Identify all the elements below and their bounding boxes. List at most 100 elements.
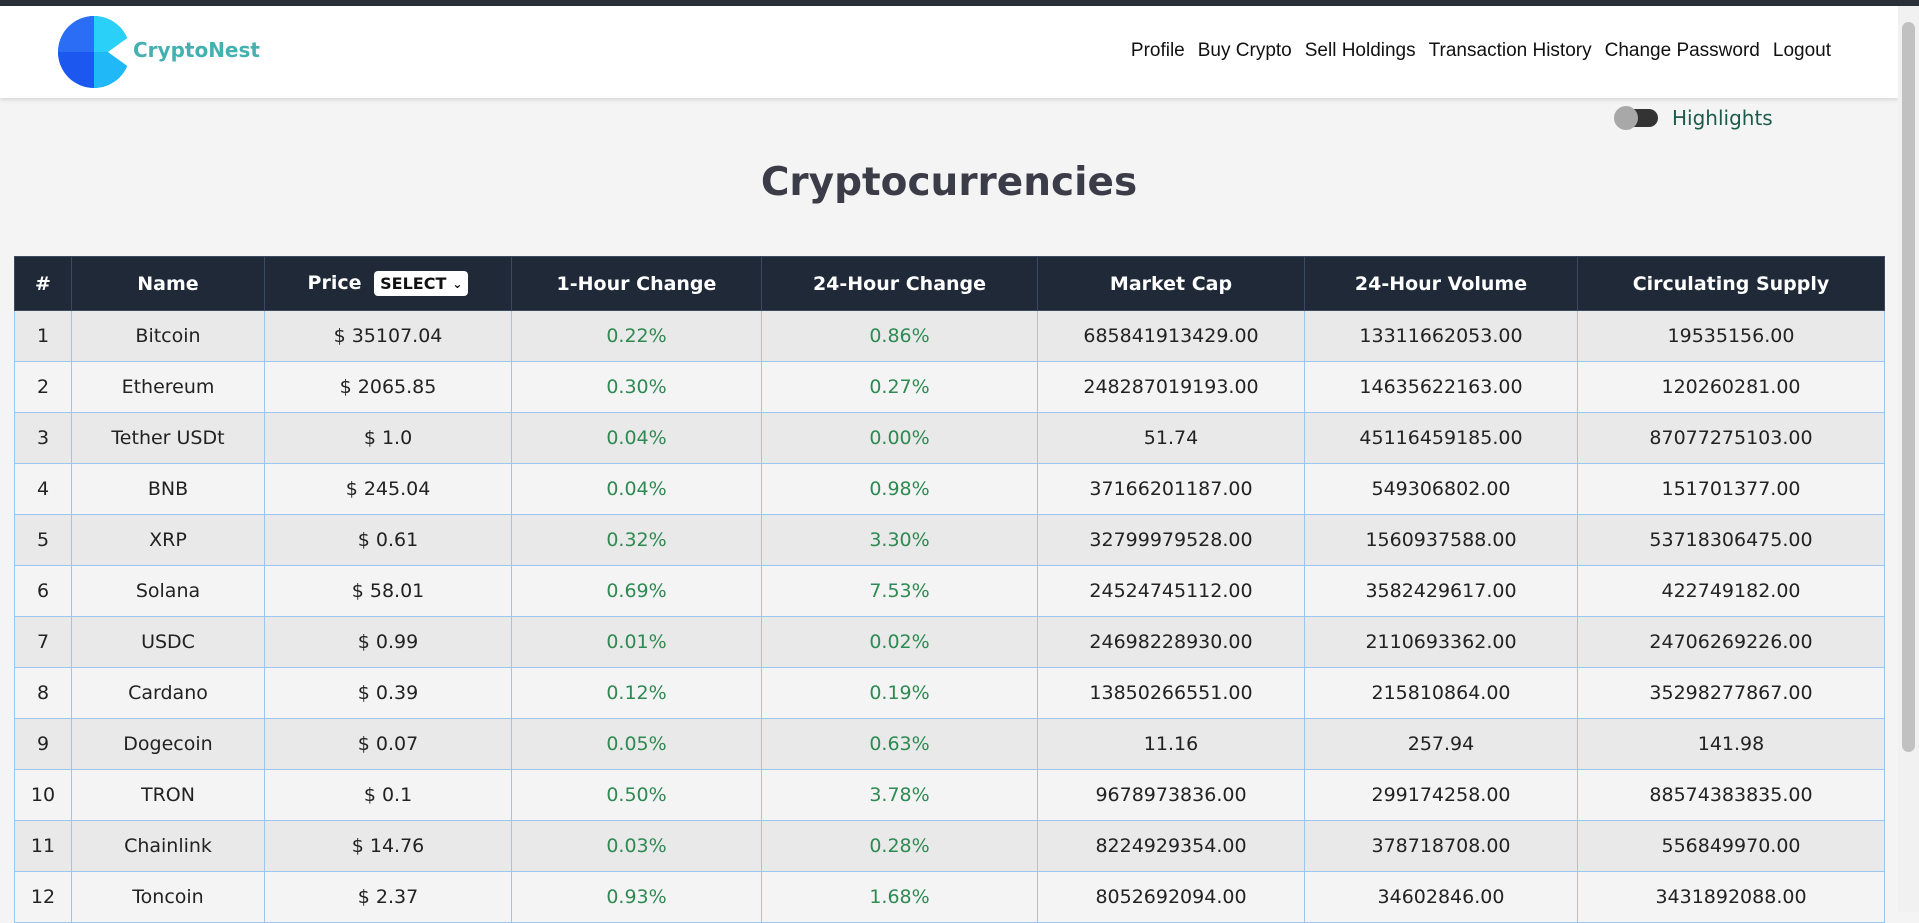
nav-buy-crypto[interactable]: Buy Crypto bbox=[1197, 40, 1292, 61]
cell-1h-change: 0.04% bbox=[511, 412, 762, 464]
cell-rank: 3 bbox=[14, 412, 72, 464]
cell-rank: 9 bbox=[14, 718, 72, 770]
nav-transaction-history[interactable]: Transaction History bbox=[1428, 40, 1592, 61]
cell-24h-change: 0.27% bbox=[761, 361, 1038, 413]
cell-market-cap: 9678973836.00 bbox=[1037, 769, 1305, 821]
nav-logout[interactable]: Logout bbox=[1772, 40, 1831, 61]
cell-24h-volume: 13311662053.00 bbox=[1304, 310, 1578, 362]
table-row: 10 TRON $ 0.1 0.50% 3.78% 9678973836.00 299174… bbox=[14, 769, 1885, 821]
cell-name: USDC bbox=[71, 616, 265, 668]
cell-name: Tether USDt bbox=[71, 412, 265, 464]
cell-1h-change: 0.22% bbox=[511, 310, 762, 362]
window-top-strip bbox=[0, 0, 1919, 6]
table-row: 11 Chainlink $ 14.76 0.03% 0.28% 8224929354.0… bbox=[14, 820, 1885, 872]
cell-name: BNB bbox=[71, 463, 265, 515]
cell-rank: 6 bbox=[14, 565, 72, 617]
cell-circulating-supply: 3431892088.00 bbox=[1577, 871, 1885, 923]
cell-24h-change: 0.19% bbox=[761, 667, 1038, 719]
cell-market-cap: 11.16 bbox=[1037, 718, 1305, 770]
cell-24h-volume: 34602846.00 bbox=[1304, 871, 1578, 923]
cell-price: $ 0.07 bbox=[264, 718, 512, 770]
cell-rank: 2 bbox=[14, 361, 72, 413]
cell-1h-change: 0.01% bbox=[511, 616, 762, 668]
cell-1h-change: 0.69% bbox=[511, 565, 762, 617]
toggle-switch[interactable] bbox=[1614, 106, 1658, 130]
cell-market-cap: 8052692094.00 bbox=[1037, 871, 1305, 923]
cell-market-cap: 32799979528.00 bbox=[1037, 514, 1305, 566]
cell-24h-change: 0.28% bbox=[761, 820, 1038, 872]
header-name: Name bbox=[71, 256, 265, 311]
nav-profile[interactable]: Profile bbox=[1130, 40, 1185, 61]
price-select-value: SELECT bbox=[380, 274, 447, 293]
page-scrollbar[interactable] bbox=[1898, 6, 1919, 912]
table-row: 3 Tether USDt $ 1.0 0.04% 0.00% 51.74 45116459… bbox=[14, 412, 1885, 464]
table-row: 4 BNB $ 245.04 0.04% 0.98% 37166201187.00 5493… bbox=[14, 463, 1885, 515]
nav-change-password[interactable]: Change Password bbox=[1604, 40, 1760, 61]
header-price-label: Price bbox=[307, 272, 362, 294]
cell-1h-change: 0.32% bbox=[511, 514, 762, 566]
cell-market-cap: 37166201187.00 bbox=[1037, 463, 1305, 515]
cell-rank: 8 bbox=[14, 667, 72, 719]
cell-24h-volume: 3582429617.00 bbox=[1304, 565, 1578, 617]
cell-name: Dogecoin bbox=[71, 718, 265, 770]
cell-price: $ 58.01 bbox=[264, 565, 512, 617]
cell-1h-change: 0.50% bbox=[511, 769, 762, 821]
table-row: 6 Solana $ 58.01 0.69% 7.53% 24524745112.00 35… bbox=[14, 565, 1885, 617]
cell-1h-change: 0.12% bbox=[511, 667, 762, 719]
cell-1h-change: 0.03% bbox=[511, 820, 762, 872]
cell-24h-change: 0.63% bbox=[761, 718, 1038, 770]
cell-price: $ 1.0 bbox=[264, 412, 512, 464]
chevron-down-icon: ⌄ bbox=[452, 276, 463, 291]
header-price: Price SELECT ⌄ bbox=[264, 256, 512, 311]
table-row: 9 Dogecoin $ 0.07 0.05% 0.63% 11.16 257.94 141.… bbox=[14, 718, 1885, 770]
cell-24h-change: 3.30% bbox=[761, 514, 1038, 566]
cell-price: $ 2065.85 bbox=[264, 361, 512, 413]
brand-name[interactable]: CryptoNest bbox=[133, 38, 260, 62]
header-24h-change: 24-Hour Change bbox=[761, 256, 1038, 311]
cryptonest-logo-icon[interactable] bbox=[58, 16, 130, 88]
highlights-toggle[interactable]: Highlights bbox=[1614, 106, 1773, 130]
cell-circulating-supply: 87077275103.00 bbox=[1577, 412, 1885, 464]
table-header-row: # Name Price SELECT ⌄ 1-Hour Change 24-H… bbox=[14, 256, 1885, 311]
toggle-knob bbox=[1614, 106, 1638, 130]
cell-market-cap: 51.74 bbox=[1037, 412, 1305, 464]
cell-circulating-supply: 120260281.00 bbox=[1577, 361, 1885, 413]
cell-circulating-supply: 24706269226.00 bbox=[1577, 616, 1885, 668]
cell-market-cap: 24698228930.00 bbox=[1037, 616, 1305, 668]
header-1h-change: 1-Hour Change bbox=[511, 256, 762, 311]
header-rank: # bbox=[14, 256, 72, 311]
cell-name: Chainlink bbox=[71, 820, 265, 872]
cell-rank: 7 bbox=[14, 616, 72, 668]
cell-24h-volume: 378718708.00 bbox=[1304, 820, 1578, 872]
cell-24h-volume: 2110693362.00 bbox=[1304, 616, 1578, 668]
cell-name: Cardano bbox=[71, 667, 265, 719]
cell-name: TRON bbox=[71, 769, 265, 821]
cell-name: Ethereum bbox=[71, 361, 265, 413]
scrollbar-thumb[interactable] bbox=[1902, 22, 1915, 752]
table-row: 1 Bitcoin $ 35107.04 0.22% 0.86% 685841913429… bbox=[14, 310, 1885, 362]
cell-24h-volume: 549306802.00 bbox=[1304, 463, 1578, 515]
cell-market-cap: 13850266551.00 bbox=[1037, 667, 1305, 719]
cell-market-cap: 24524745112.00 bbox=[1037, 565, 1305, 617]
cell-circulating-supply: 141.98 bbox=[1577, 718, 1885, 770]
nav-sell-holdings[interactable]: Sell Holdings bbox=[1304, 40, 1416, 61]
cell-price: $ 0.39 bbox=[264, 667, 512, 719]
cell-rank: 4 bbox=[14, 463, 72, 515]
cell-price: $ 0.99 bbox=[264, 616, 512, 668]
cell-circulating-supply: 422749182.00 bbox=[1577, 565, 1885, 617]
header-24h-volume: 24-Hour Volume bbox=[1304, 256, 1578, 311]
cell-1h-change: 0.93% bbox=[511, 871, 762, 923]
cell-name: Solana bbox=[71, 565, 265, 617]
cell-name: XRP bbox=[71, 514, 265, 566]
price-sort-select[interactable]: SELECT ⌄ bbox=[374, 271, 469, 296]
cell-market-cap: 8224929354.00 bbox=[1037, 820, 1305, 872]
cell-circulating-supply: 556849970.00 bbox=[1577, 820, 1885, 872]
cell-1h-change: 0.30% bbox=[511, 361, 762, 413]
cell-circulating-supply: 35298277867.00 bbox=[1577, 667, 1885, 719]
nav-links: Profile Buy Crypto Sell Holdings Transac… bbox=[1131, 40, 1831, 62]
cell-24h-volume: 45116459185.00 bbox=[1304, 412, 1578, 464]
cell-1h-change: 0.05% bbox=[511, 718, 762, 770]
table-row: 2 Ethereum $ 2065.85 0.30% 0.27% 248287019193… bbox=[14, 361, 1885, 413]
cell-rank: 12 bbox=[14, 871, 72, 923]
cell-price: $ 2.37 bbox=[264, 871, 512, 923]
